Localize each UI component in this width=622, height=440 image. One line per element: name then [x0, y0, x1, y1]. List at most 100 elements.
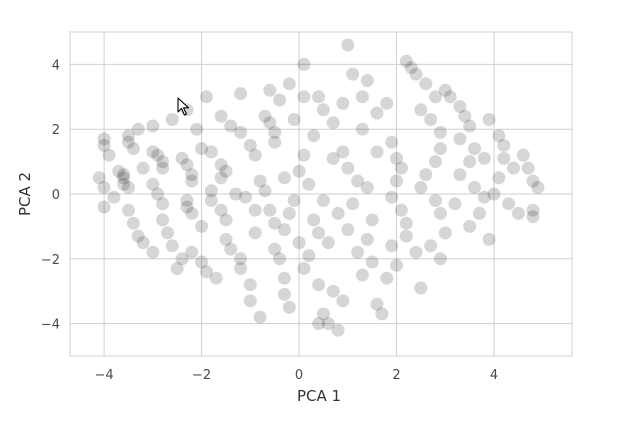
scatter-point — [136, 161, 150, 175]
scatter-point — [385, 239, 399, 253]
scatter-point — [326, 284, 340, 298]
scatter-point — [292, 236, 306, 250]
scatter-point — [433, 125, 447, 139]
scatter-point — [180, 200, 194, 214]
y-tick-label: 0 — [52, 188, 60, 203]
scatter-point — [131, 122, 145, 136]
scatter-point — [268, 242, 282, 256]
scatter-point — [497, 138, 511, 152]
scatter-point — [526, 203, 540, 217]
scatter-point — [360, 232, 374, 246]
scatter-point — [297, 90, 311, 104]
scatter-point — [180, 158, 194, 172]
scatter-point — [200, 90, 213, 104]
scatter-point — [331, 206, 345, 220]
scatter-point — [375, 307, 389, 321]
scatter-point — [477, 190, 491, 204]
scatter-point — [390, 174, 403, 188]
scatter-point — [185, 206, 199, 220]
scatter-point — [341, 161, 355, 175]
x-tick-labels: −4 −2 0 2 4 — [95, 368, 499, 383]
scatter-point — [243, 278, 257, 292]
scatter-point — [482, 232, 496, 246]
scatter-point — [370, 145, 384, 159]
scatter-point — [433, 206, 447, 220]
scatter-point — [156, 213, 170, 227]
scatter-point — [224, 242, 238, 256]
scatter-point — [195, 255, 209, 269]
scatter-point — [526, 210, 540, 224]
x-tick-label: 0 — [295, 368, 303, 383]
scatter-point — [200, 265, 213, 279]
scatter-point — [292, 164, 306, 178]
scatter-point — [312, 90, 326, 104]
scatter-point — [312, 317, 326, 331]
scatter-point — [336, 145, 350, 159]
scatter-point — [336, 294, 350, 308]
scatter-point — [234, 125, 248, 139]
scatter-point — [234, 252, 248, 266]
y-tick-label: 4 — [52, 58, 60, 73]
scatter-point — [97, 138, 111, 152]
scatter-point — [209, 271, 223, 285]
scatter-point — [156, 197, 170, 211]
scatter-point — [122, 129, 135, 143]
scatter-point — [463, 119, 477, 133]
scatter-point — [287, 194, 301, 207]
scatter-point — [438, 83, 452, 97]
scatter-point — [263, 83, 277, 97]
scatter-point — [487, 187, 501, 201]
scatter-point — [112, 164, 126, 178]
scatter-point — [146, 177, 160, 191]
scatter-point — [195, 219, 209, 233]
scatter-point — [277, 287, 291, 301]
scatter-point — [414, 103, 428, 117]
scatter-point — [429, 90, 442, 104]
scatter-point — [312, 226, 326, 240]
scatter-point — [273, 252, 287, 266]
scatter-point — [185, 245, 199, 259]
scatter-point — [297, 148, 311, 162]
scatter-point — [511, 206, 525, 220]
scatter-point — [385, 135, 399, 149]
scatter-point — [253, 174, 267, 188]
scatter-point — [151, 148, 165, 162]
scatter-point — [107, 190, 121, 204]
scatter-point — [258, 184, 272, 198]
y-tick-label: −2 — [41, 253, 60, 268]
scatter-point — [214, 158, 228, 172]
scatter-point — [414, 281, 428, 295]
scatter-point — [195, 142, 209, 156]
scatter-point — [390, 258, 403, 272]
scatter-point — [399, 216, 413, 230]
scatter-point — [307, 213, 321, 227]
scatter-point — [404, 61, 418, 75]
scatter-point — [355, 122, 369, 136]
scatter-point — [161, 226, 174, 240]
scatter-point — [482, 113, 496, 126]
scatter-point — [370, 297, 384, 311]
scatter-point — [380, 96, 394, 110]
scatter-point — [151, 187, 165, 201]
scatter-point — [146, 245, 160, 259]
scatter-point — [463, 155, 477, 169]
scatter-point — [219, 213, 233, 227]
scatter-point — [390, 151, 403, 165]
scatter-point — [477, 151, 491, 165]
y-axis-label: PCA 2 — [16, 172, 34, 216]
scatter-point — [399, 54, 413, 68]
scatter-point — [312, 278, 326, 292]
scatter-point — [263, 203, 277, 217]
scatter-point — [122, 203, 135, 217]
scatter-point — [97, 200, 111, 214]
scatter-point — [117, 171, 131, 185]
scatter-point — [468, 181, 481, 194]
scatter-point — [204, 145, 218, 159]
x-tick-label: −2 — [192, 368, 211, 383]
y-tick-labels: −4 −2 0 2 4 — [41, 58, 60, 332]
scatter-point — [351, 245, 365, 259]
scatter-point — [326, 116, 340, 130]
grid-lines — [70, 32, 572, 356]
scatter-point — [287, 113, 301, 126]
scatter-point — [331, 323, 345, 337]
